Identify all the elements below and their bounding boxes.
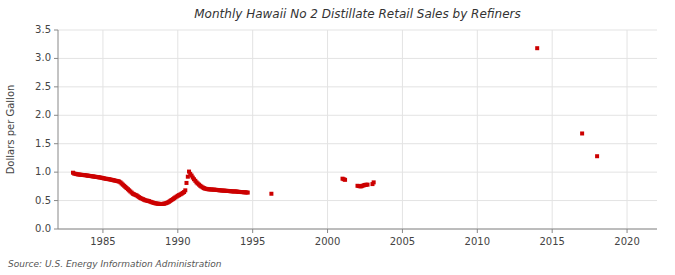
- grid-line: [58, 30, 657, 31]
- x-axis-line: [58, 229, 657, 230]
- tick: [627, 229, 628, 233]
- y-tick-label: 1.0: [35, 166, 51, 177]
- grid-line: [402, 30, 403, 229]
- point: [595, 154, 599, 158]
- point: [366, 183, 370, 187]
- grid: [58, 30, 657, 229]
- tick: [102, 229, 103, 233]
- tick: [54, 143, 58, 144]
- tick: [327, 229, 328, 233]
- tick: [54, 200, 58, 201]
- tick: [477, 229, 478, 233]
- x-tick-label: 1990: [165, 236, 190, 247]
- y-tick-label: 0.5: [35, 195, 51, 206]
- tick: [54, 86, 58, 87]
- y-tick-label: 0.0: [35, 223, 51, 234]
- tick: [54, 115, 58, 116]
- y-tick-label: 3.0: [35, 52, 51, 63]
- source-note: Source: U.S. Energy Information Administ…: [8, 259, 222, 269]
- grid-line: [58, 115, 657, 116]
- y-tick-label: 2.0: [35, 109, 51, 120]
- tick: [552, 229, 553, 233]
- x-tick-label: 2015: [539, 236, 564, 247]
- grid-line: [58, 58, 657, 59]
- grid-line: [177, 30, 178, 229]
- grid-line: [327, 30, 328, 229]
- x-tick-label: 1985: [90, 236, 115, 247]
- y-tick-label: 1.5: [35, 138, 51, 149]
- grid-line: [58, 86, 657, 87]
- grid-line: [58, 143, 657, 144]
- x-tick-label: 1995: [240, 236, 265, 247]
- grid-line: [552, 30, 553, 229]
- y-axis-label: Dollars per Gallon: [5, 85, 16, 175]
- axes: 0.0 0.5 1.0 1.5 2.0 2.5 3.0 3.5 1985 1990 1995 2000…: [35, 24, 657, 247]
- chart: 0.0 0.5 1.0 1.5 2.0 2.5 3.0 3.5 1985 1990 1995 2000…: [0, 0, 675, 275]
- grid-line: [477, 30, 478, 229]
- tick: [54, 172, 58, 173]
- grid-line: [58, 229, 657, 230]
- y-tick-label: 3.5: [35, 24, 51, 35]
- tick: [252, 229, 253, 233]
- tick: [402, 229, 403, 233]
- points: [71, 46, 599, 206]
- tick: [54, 30, 58, 31]
- point: [184, 181, 188, 185]
- grid-line: [627, 30, 628, 229]
- grid-line: [102, 30, 103, 229]
- point: [372, 180, 376, 184]
- point: [246, 191, 250, 195]
- grid-line: [58, 172, 657, 173]
- x-tick-label: 2000: [315, 236, 340, 247]
- point: [269, 192, 273, 196]
- grid-line: [252, 30, 253, 229]
- point: [580, 131, 584, 135]
- y-axis-line: [58, 30, 59, 229]
- x-tick-label: 2005: [390, 236, 415, 247]
- tick: [54, 229, 58, 230]
- x-tick-label: 2020: [614, 236, 639, 247]
- tick: [177, 229, 178, 233]
- tick: [54, 58, 58, 59]
- title: Monthly Hawaii No 2 Distillate Retail Sa…: [194, 7, 520, 21]
- y-tick-label: 2.5: [35, 81, 51, 92]
- point: [535, 46, 539, 50]
- x-tick-label: 2010: [465, 236, 490, 247]
- plot-area: [58, 30, 657, 229]
- point: [343, 178, 347, 182]
- point: [183, 188, 187, 192]
